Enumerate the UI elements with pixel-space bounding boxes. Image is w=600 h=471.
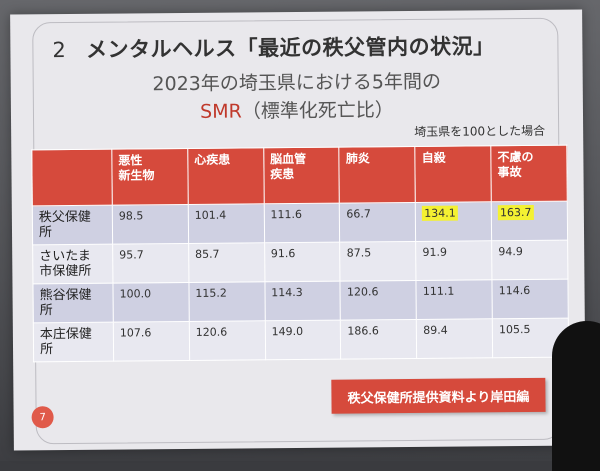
- column-header: 不慮の 事故: [490, 145, 568, 202]
- row-label-text: 本庄保健 所: [39, 326, 92, 358]
- table-row: 本庄保健 所 107.6 120.6 149.0 186.6 89.4 105.…: [33, 318, 569, 362]
- table-cell: 163.7: [491, 201, 568, 241]
- column-header-text: 不慮の 事故: [497, 149, 534, 180]
- row-label: さいたま 市保健所: [32, 244, 113, 284]
- table-row: さいたま 市保健所 95.7 85.7 91.6 87.5 91.9 94.9: [32, 240, 568, 284]
- heading-number: 2: [52, 38, 67, 63]
- column-header: [31, 149, 113, 206]
- subtitle-line-1: 2023年の埼玉県における5年間の: [152, 70, 442, 96]
- subtitle-line-2: SMR（標準化死亡比）: [11, 94, 583, 126]
- table-cell: 85.7: [188, 242, 265, 283]
- row-label: 本庄保健 所: [33, 322, 114, 362]
- highlighted-value: 134.1: [422, 205, 458, 221]
- row-label-text: 熊谷保健 所: [39, 287, 92, 319]
- column-header-text: 自殺: [421, 150, 446, 165]
- table-cell: 107.6: [113, 321, 190, 362]
- row-label: 熊谷保健 所: [32, 283, 114, 323]
- table-cell: 111.6: [263, 203, 341, 243]
- row-label-text: さいたま 市保健所: [39, 248, 92, 280]
- subtitle-rest: （標準化死亡比）: [241, 99, 394, 123]
- table-cell: 87.5: [340, 241, 417, 282]
- table-cell: 91.9: [415, 240, 493, 281]
- row-label-text: 秩父保健 所: [38, 209, 91, 241]
- column-header-text: 悪性 新生物: [118, 153, 155, 183]
- table-row: 熊谷保健 所 100.0 115.2 114.3 120.6 111.1 114…: [32, 279, 569, 323]
- table-cell: 98.5: [112, 204, 189, 245]
- table-cell: 66.7: [339, 202, 416, 243]
- column-header: 肺炎: [339, 146, 416, 204]
- column-header: 脳血管 疾患: [263, 147, 340, 204]
- row-label: 秩父保健 所: [32, 205, 113, 245]
- table-row: 秩父保健 所 98.5 101.4 111.6 66.7 134.1 163.7: [32, 201, 568, 245]
- table-cell: 89.4: [416, 318, 493, 359]
- table-cell: 134.1: [415, 201, 492, 242]
- table-cell: 91.6: [264, 242, 341, 282]
- smr-table: 悪性 新生物 心疾患 脳血管 疾患 肺炎 自殺 不慮の 事故 秩父保健 所 98…: [31, 145, 569, 363]
- table-header-row: 悪性 新生物 心疾患 脳血管 疾患 肺炎 自殺 不慮の 事故: [31, 145, 568, 206]
- table-cell: 111.1: [416, 279, 493, 320]
- table-cell: 114.3: [264, 281, 341, 321]
- page-number-badge: 7: [31, 406, 54, 429]
- table-cell: 115.2: [188, 281, 265, 322]
- table-cell: 95.7: [112, 243, 189, 284]
- slide-heading: 2 メンタルヘルス「最近の秩父管内の状況」: [52, 30, 552, 68]
- column-header: 自殺: [415, 145, 492, 203]
- table-cell: 120.6: [340, 280, 417, 321]
- table-cell: 186.6: [340, 319, 417, 360]
- subtitle-smr: SMR: [200, 100, 242, 123]
- table-cell: 94.9: [491, 240, 568, 280]
- table-cell: 101.4: [188, 203, 265, 244]
- column-header-text: 心疾患: [194, 152, 231, 167]
- column-header: 悪性 新生物: [111, 148, 189, 206]
- audience-silhouette: [552, 321, 600, 471]
- table-cell: 120.6: [189, 320, 266, 361]
- column-header-text: 肺炎: [345, 151, 370, 166]
- slide: 2 メンタルヘルス「最近の秩父管内の状況」 2023年の埼玉県における5年間の …: [10, 9, 586, 451]
- table-cell: 114.6: [492, 279, 569, 319]
- table-cell: 100.0: [112, 282, 190, 323]
- column-header-text: 脳血管 疾患: [269, 151, 307, 182]
- baseline-note: 埼玉県を100とした場合: [414, 123, 546, 139]
- column-header: 心疾患: [187, 147, 264, 205]
- source-credit-box: 秩父保健所提供資料より岸田編: [331, 377, 546, 414]
- heading-text: メンタルヘルス「最近の秩父管内の状況」: [86, 34, 495, 62]
- table-cell: 149.0: [264, 320, 342, 360]
- highlighted-value: 163.7: [497, 204, 534, 221]
